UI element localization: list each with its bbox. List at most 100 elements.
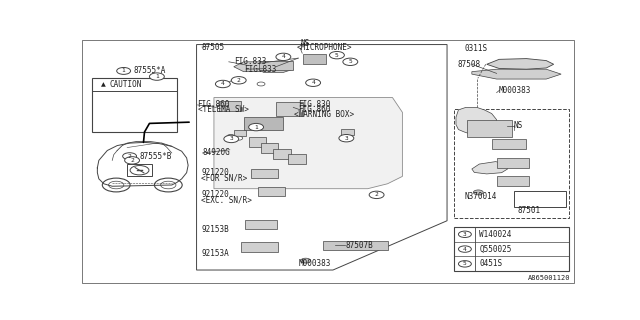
- Text: FIG.830: FIG.830: [298, 100, 331, 109]
- Polygon shape: [486, 59, 554, 69]
- Circle shape: [474, 190, 483, 195]
- Text: 1: 1: [254, 124, 258, 130]
- Text: 87501: 87501: [518, 206, 541, 215]
- Text: NS: NS: [514, 121, 524, 130]
- Bar: [257, 188, 285, 196]
- Polygon shape: [472, 69, 561, 79]
- Circle shape: [125, 157, 140, 164]
- Bar: [514, 191, 566, 207]
- Bar: [492, 140, 526, 149]
- Text: 4: 4: [282, 54, 285, 60]
- Polygon shape: [234, 62, 278, 72]
- Circle shape: [235, 136, 243, 140]
- Circle shape: [330, 52, 344, 59]
- Text: FIG.860: FIG.860: [198, 100, 230, 109]
- Text: M000383: M000383: [298, 259, 331, 268]
- Bar: [92, 78, 177, 132]
- Circle shape: [369, 191, 384, 198]
- Text: 5: 5: [335, 53, 339, 58]
- Text: FIG.860: FIG.860: [298, 105, 331, 114]
- Text: 87505: 87505: [202, 43, 225, 52]
- Text: 4: 4: [221, 82, 225, 86]
- Bar: [251, 121, 271, 128]
- Polygon shape: [259, 66, 293, 72]
- Text: 2: 2: [375, 192, 378, 197]
- Text: 2: 2: [128, 154, 131, 159]
- Text: 0311S: 0311S: [465, 44, 488, 53]
- Text: A865001120: A865001120: [527, 275, 570, 281]
- Text: <EXC. SN/R>: <EXC. SN/R>: [200, 195, 252, 204]
- Polygon shape: [456, 108, 497, 134]
- Text: 3: 3: [344, 136, 348, 141]
- Bar: [261, 143, 278, 153]
- Text: 1: 1: [122, 68, 125, 73]
- Bar: [245, 220, 277, 229]
- Bar: [288, 154, 306, 164]
- Bar: [303, 54, 326, 64]
- Bar: [497, 158, 529, 168]
- Circle shape: [224, 135, 239, 143]
- Text: 921220: 921220: [202, 190, 229, 199]
- Bar: [467, 120, 511, 137]
- Text: 87555*B: 87555*B: [140, 152, 172, 161]
- Circle shape: [301, 258, 310, 263]
- Text: 4: 4: [311, 80, 315, 85]
- Circle shape: [343, 58, 358, 66]
- Text: 2: 2: [237, 78, 241, 83]
- Text: 92153A: 92153A: [202, 250, 229, 259]
- Bar: [249, 137, 266, 147]
- Circle shape: [216, 80, 230, 88]
- Text: 92153B: 92153B: [202, 225, 229, 234]
- Text: 4: 4: [463, 247, 467, 252]
- Circle shape: [458, 261, 471, 267]
- Text: CAUTION: CAUTION: [110, 80, 142, 89]
- Circle shape: [339, 134, 354, 142]
- Text: 84920G: 84920G: [202, 148, 230, 157]
- Bar: [497, 176, 529, 186]
- Text: 5: 5: [463, 261, 467, 266]
- Circle shape: [231, 76, 246, 84]
- Circle shape: [248, 124, 264, 131]
- Bar: [259, 60, 293, 70]
- Circle shape: [123, 153, 136, 160]
- Text: 3: 3: [229, 136, 233, 141]
- Polygon shape: [472, 162, 508, 174]
- Text: 5: 5: [348, 59, 352, 64]
- Circle shape: [150, 73, 164, 80]
- Text: 2: 2: [130, 158, 134, 163]
- Text: 87508: 87508: [458, 60, 481, 69]
- Text: 87555*A: 87555*A: [134, 67, 166, 76]
- Text: M000383: M000383: [499, 86, 531, 95]
- Text: <TELEMA SW>: <TELEMA SW>: [198, 105, 248, 114]
- Text: N370014: N370014: [465, 192, 497, 201]
- Circle shape: [276, 53, 291, 60]
- Text: 3: 3: [463, 232, 467, 237]
- Text: 0451S: 0451S: [479, 259, 502, 268]
- Text: 921220: 921220: [202, 168, 229, 177]
- Circle shape: [306, 79, 321, 86]
- Text: FIG.833: FIG.833: [234, 57, 266, 66]
- Bar: [251, 169, 278, 178]
- Text: W140024: W140024: [479, 230, 511, 239]
- Bar: [341, 129, 354, 135]
- Text: <WARNING BOX>: <WARNING BOX>: [294, 110, 355, 119]
- Circle shape: [458, 246, 471, 252]
- Bar: [127, 164, 152, 176]
- Bar: [234, 130, 246, 136]
- Circle shape: [458, 231, 471, 237]
- Text: <MICROPHONE>: <MICROPHONE>: [297, 43, 352, 52]
- Circle shape: [342, 135, 350, 140]
- Bar: [276, 102, 303, 116]
- Bar: [454, 108, 568, 218]
- Bar: [454, 227, 568, 271]
- Bar: [244, 117, 284, 130]
- Circle shape: [227, 134, 235, 139]
- Text: <FOR SN/R>: <FOR SN/R>: [200, 173, 247, 182]
- Bar: [273, 149, 291, 159]
- Bar: [241, 242, 278, 252]
- Text: 1: 1: [155, 74, 159, 79]
- Text: FIG.833: FIG.833: [244, 65, 276, 74]
- Text: ▲: ▲: [101, 82, 106, 87]
- Text: NS: NS: [301, 39, 310, 48]
- Circle shape: [257, 82, 265, 86]
